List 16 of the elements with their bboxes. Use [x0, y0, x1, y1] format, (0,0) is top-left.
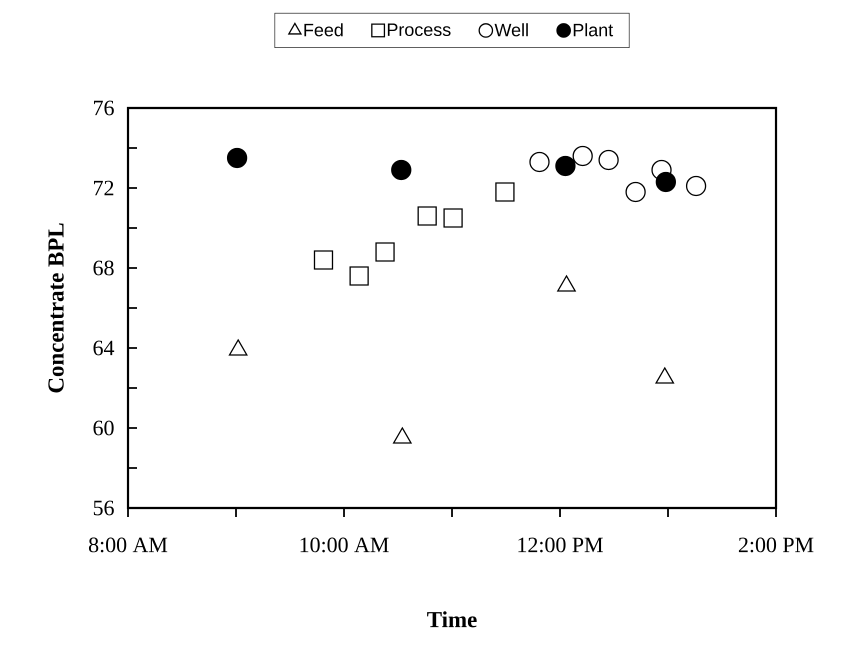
- y-tick-label: 60: [94, 420, 114, 436]
- y-tick-label: 72: [94, 180, 114, 196]
- x-tick-label: 2:00 PM: [738, 538, 814, 552]
- legend-label: Well: [494, 23, 528, 36]
- x-tick-label: 12:00 PM: [518, 538, 603, 552]
- x-tick-label: 10:00 AM: [300, 538, 389, 552]
- x-tick-label: 8:00 AM: [88, 538, 168, 552]
- y-axis-title: Concentrate BPL: [48, 223, 64, 392]
- y-tick-label: 76: [94, 100, 114, 116]
- x-axis-title: Time: [427, 611, 477, 628]
- legend-label: Process: [388, 24, 451, 36]
- y-tick-label: 68: [94, 260, 114, 276]
- legend-label: Feed: [304, 23, 343, 36]
- y-tick-label: 56: [94, 500, 114, 516]
- y-tick-label: 64: [94, 340, 114, 356]
- legend-label: Plant: [574, 23, 614, 36]
